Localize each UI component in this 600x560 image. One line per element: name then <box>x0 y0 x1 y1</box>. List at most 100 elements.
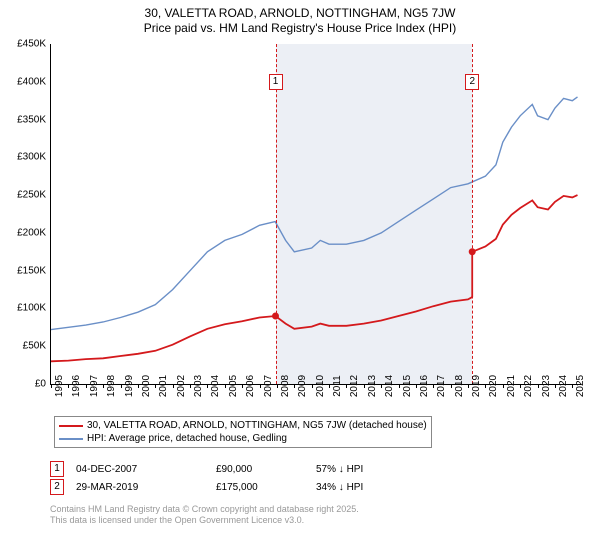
sale-row-marker: 1 <box>50 461 64 477</box>
property-line <box>51 297 472 361</box>
sales-table: 1 04-DEC-2007£90,00057% ↓ HPI 2 29-MAR-2019… <box>50 460 436 496</box>
x-tick-mark <box>572 384 573 388</box>
x-tick-label: 1995 <box>54 375 65 397</box>
x-tick-label: 2022 <box>523 375 534 397</box>
x-tick-mark <box>294 384 295 388</box>
sale-row-marker: 2 <box>50 479 64 495</box>
x-tick-mark <box>381 384 382 388</box>
x-tick-mark <box>173 384 174 388</box>
plot-area: 12 <box>50 44 581 385</box>
x-tick-label: 2006 <box>245 375 256 397</box>
x-tick-label: 1996 <box>71 375 82 397</box>
x-tick-label: 2012 <box>349 375 360 397</box>
x-tick-label: 2015 <box>402 375 413 397</box>
x-tick-mark <box>68 384 69 388</box>
x-tick-mark <box>86 384 87 388</box>
x-tick-mark <box>329 384 330 388</box>
x-tick-mark <box>138 384 139 388</box>
x-tick-label: 2020 <box>488 375 499 397</box>
x-tick-mark <box>103 384 104 388</box>
y-tick-label: £100K <box>17 303 46 314</box>
x-tick-label: 2000 <box>141 375 152 397</box>
legend-label: 30, VALETTA ROAD, ARNOLD, NOTTINGHAM, NG… <box>87 420 427 431</box>
x-tick-label: 2017 <box>436 375 447 397</box>
x-tick-label: 2013 <box>367 375 378 397</box>
x-tick-label: 2009 <box>297 375 308 397</box>
x-tick-mark <box>207 384 208 388</box>
sale-diff: 57% ↓ HPI <box>316 464 436 475</box>
hpi-line <box>51 97 578 330</box>
x-tick-mark <box>121 384 122 388</box>
x-tick-label: 2005 <box>228 375 239 397</box>
sale-date: 29-MAR-2019 <box>76 482 216 493</box>
x-tick-label: 1999 <box>124 375 135 397</box>
x-tick-mark <box>242 384 243 388</box>
x-tick-label: 2008 <box>280 375 291 397</box>
x-tick-label: 2010 <box>315 375 326 397</box>
x-tick-label: 2024 <box>558 375 569 397</box>
x-tick-mark <box>225 384 226 388</box>
x-tick-mark <box>416 384 417 388</box>
x-tick-mark <box>364 384 365 388</box>
sale-row: 229-MAR-2019£175,00034% ↓ HPI <box>50 478 436 496</box>
attribution-line1: Contains HM Land Registry data © Crown c… <box>50 504 359 515</box>
sale-diff: 34% ↓ HPI <box>316 482 436 493</box>
title-line1: 30, VALETTA ROAD, ARNOLD, NOTTINGHAM, NG… <box>0 6 600 21</box>
y-tick-label: £300K <box>17 152 46 163</box>
sale-vline <box>276 44 277 384</box>
x-tick-label: 2003 <box>193 375 204 397</box>
y-tick-label: £50K <box>23 341 46 352</box>
legend-item: 30, VALETTA ROAD, ARNOLD, NOTTINGHAM, NG… <box>59 419 427 432</box>
attribution: Contains HM Land Registry data © Crown c… <box>50 504 359 526</box>
sale-marker-2: 2 <box>465 74 479 90</box>
title-line2: Price paid vs. HM Land Registry's House … <box>0 21 600 36</box>
x-tick-mark <box>155 384 156 388</box>
x-tick-mark <box>451 384 452 388</box>
sale-date: 04-DEC-2007 <box>76 464 216 475</box>
sale-price: £90,000 <box>216 464 316 475</box>
x-tick-label: 2004 <box>210 375 221 397</box>
x-tick-label: 2016 <box>419 375 430 397</box>
y-tick-label: £400K <box>17 76 46 87</box>
chart-title: 30, VALETTA ROAD, ARNOLD, NOTTINGHAM, NG… <box>0 0 600 36</box>
y-tick-label: £150K <box>17 265 46 276</box>
x-tick-mark <box>346 384 347 388</box>
x-tick-label: 2002 <box>176 375 187 397</box>
x-tick-mark <box>312 384 313 388</box>
chart-container: { "title_line1": "30, VALETTA ROAD, ARNO… <box>0 0 600 560</box>
x-tick-mark <box>503 384 504 388</box>
x-tick-label: 2019 <box>471 375 482 397</box>
y-tick-label: £0 <box>35 379 46 390</box>
x-tick-label: 2021 <box>506 375 517 397</box>
sale-marker-1: 1 <box>269 74 283 90</box>
legend-label: HPI: Average price, detached house, Gedl… <box>87 433 287 444</box>
property-line-2 <box>472 195 577 252</box>
y-tick-label: £250K <box>17 190 46 201</box>
x-tick-label: 2007 <box>263 375 274 397</box>
attribution-line2: This data is licensed under the Open Gov… <box>50 515 359 526</box>
x-tick-mark <box>555 384 556 388</box>
legend-swatch <box>59 438 83 440</box>
y-tick-label: £450K <box>17 39 46 50</box>
x-tick-mark <box>520 384 521 388</box>
x-tick-mark <box>190 384 191 388</box>
x-tick-label: 1997 <box>89 375 100 397</box>
x-tick-label: 2001 <box>158 375 169 397</box>
y-tick-label: £350K <box>17 114 46 125</box>
x-tick-mark <box>399 384 400 388</box>
x-tick-label: 2023 <box>541 375 552 397</box>
x-tick-mark <box>485 384 486 388</box>
x-tick-mark <box>260 384 261 388</box>
x-tick-mark <box>433 384 434 388</box>
legend-swatch <box>59 425 83 427</box>
x-tick-label: 1998 <box>106 375 117 397</box>
x-tick-label: 2025 <box>575 375 586 397</box>
sale-row: 1 04-DEC-2007£90,00057% ↓ HPI <box>50 460 436 478</box>
x-tick-label: 2014 <box>384 375 395 397</box>
x-tick-mark <box>468 384 469 388</box>
x-tick-mark <box>277 384 278 388</box>
x-tick-label: 2011 <box>332 375 343 397</box>
sale-vline <box>472 44 473 384</box>
chart-svg <box>51 44 581 384</box>
x-tick-label: 2018 <box>454 375 465 397</box>
